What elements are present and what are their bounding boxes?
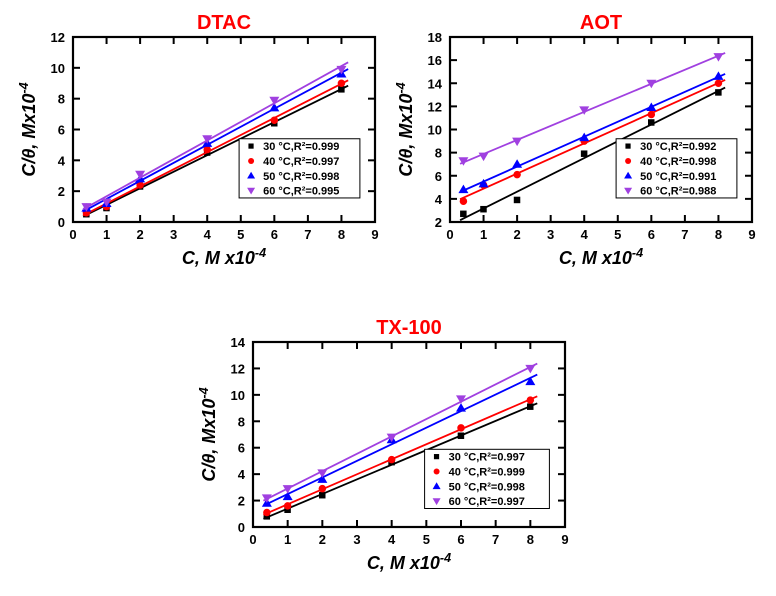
svg-text:0: 0	[238, 520, 245, 535]
svg-text:6: 6	[457, 532, 464, 547]
svg-text:0: 0	[446, 227, 453, 242]
svg-text:50 °C,R²=0.998: 50 °C,R²=0.998	[449, 481, 525, 493]
svg-text:5: 5	[423, 532, 430, 547]
svg-text:6: 6	[238, 441, 245, 456]
svg-text:7: 7	[492, 532, 499, 547]
svg-text:14: 14	[428, 76, 443, 91]
svg-text:5: 5	[614, 227, 621, 242]
svg-text:2: 2	[435, 215, 442, 230]
svg-text:12: 12	[231, 361, 245, 376]
svg-text:C, M x10-4: C, M x10-4	[367, 551, 451, 573]
svg-text:C/θ, Mx10-4: C/θ, Mx10-4	[197, 387, 219, 481]
svg-text:18: 18	[428, 30, 442, 45]
svg-text:3: 3	[547, 227, 554, 242]
svg-text:8: 8	[715, 227, 722, 242]
svg-text:12: 12	[51, 30, 65, 45]
svg-text:2: 2	[238, 494, 245, 509]
svg-text:9: 9	[748, 227, 755, 242]
svg-text:10: 10	[51, 61, 65, 76]
svg-text:8: 8	[435, 146, 442, 161]
chart-title: DTAC	[197, 12, 251, 34]
svg-text:5: 5	[237, 227, 244, 242]
svg-text:8: 8	[58, 92, 65, 107]
svg-text:1: 1	[103, 227, 110, 242]
svg-text:4: 4	[435, 192, 443, 207]
svg-text:14: 14	[231, 335, 246, 350]
svg-text:8: 8	[238, 414, 245, 429]
svg-text:9: 9	[561, 532, 568, 547]
chart-AOT: 012345678924681012141618AOTC, M x10-4C/θ…	[392, 5, 762, 280]
svg-text:C, M x10-4: C, M x10-4	[559, 246, 643, 268]
svg-text:0: 0	[249, 532, 256, 547]
svg-text:6: 6	[58, 123, 65, 138]
svg-text:1: 1	[480, 227, 487, 242]
svg-text:40 °C,R²=0.999: 40 °C,R²=0.999	[449, 467, 525, 479]
svg-text:0: 0	[58, 215, 65, 230]
svg-text:4: 4	[388, 532, 396, 547]
chart-DTAC: 0123456789024681012DTACC, M x10-4C/θ, Mx…	[15, 5, 385, 280]
svg-text:30 °C,R²=0.997: 30 °C,R²=0.997	[449, 452, 525, 464]
svg-text:8: 8	[527, 532, 534, 547]
svg-text:40 °C,R²=0.998: 40 °C,R²=0.998	[640, 156, 716, 168]
svg-text:4: 4	[58, 153, 66, 168]
svg-text:4: 4	[204, 227, 212, 242]
svg-text:60 °C,R²=0.995: 60 °C,R²=0.995	[263, 186, 339, 198]
svg-text:0: 0	[69, 227, 76, 242]
svg-text:4: 4	[238, 467, 246, 482]
chart-title: AOT	[580, 12, 622, 34]
svg-text:60 °C,R²=0.997: 60 °C,R²=0.997	[449, 496, 525, 508]
svg-text:50 °C,R²=0.991: 50 °C,R²=0.991	[640, 171, 716, 183]
svg-text:2: 2	[58, 184, 65, 199]
chart-TX: 012345678902468101214TX-100C, M x10-4C/θ…	[195, 310, 575, 585]
svg-text:4: 4	[581, 227, 589, 242]
svg-text:6: 6	[435, 169, 442, 184]
svg-text:6: 6	[648, 227, 655, 242]
svg-text:6: 6	[271, 227, 278, 242]
svg-text:2: 2	[136, 227, 143, 242]
svg-text:7: 7	[681, 227, 688, 242]
svg-text:50 °C,R²=0.998: 50 °C,R²=0.998	[263, 171, 339, 183]
svg-text:C, M x10-4: C, M x10-4	[182, 246, 266, 268]
svg-text:2: 2	[319, 532, 326, 547]
svg-text:C/θ, Mx10-4: C/θ, Mx10-4	[17, 82, 39, 176]
svg-text:8: 8	[338, 227, 345, 242]
svg-text:30 °C,R²=0.999: 30 °C,R²=0.999	[263, 141, 339, 153]
svg-text:10: 10	[231, 388, 245, 403]
figure: { "panels": [ { "key": "DTAC", "title": …	[0, 0, 776, 596]
svg-text:30 °C,R²=0.992: 30 °C,R²=0.992	[640, 141, 716, 153]
svg-text:60 °C,R²=0.988: 60 °C,R²=0.988	[640, 186, 716, 198]
svg-text:1: 1	[284, 532, 291, 547]
svg-text:40 °C,R²=0.997: 40 °C,R²=0.997	[263, 156, 339, 168]
svg-text:C/θ, Mx10-4: C/θ, Mx10-4	[394, 82, 416, 176]
svg-text:3: 3	[353, 532, 360, 547]
svg-text:12: 12	[428, 99, 442, 114]
svg-text:7: 7	[304, 227, 311, 242]
svg-text:2: 2	[513, 227, 520, 242]
svg-text:10: 10	[428, 123, 442, 138]
svg-text:9: 9	[371, 227, 378, 242]
chart-title: TX-100	[376, 317, 442, 339]
svg-text:3: 3	[170, 227, 177, 242]
svg-text:16: 16	[428, 53, 442, 68]
